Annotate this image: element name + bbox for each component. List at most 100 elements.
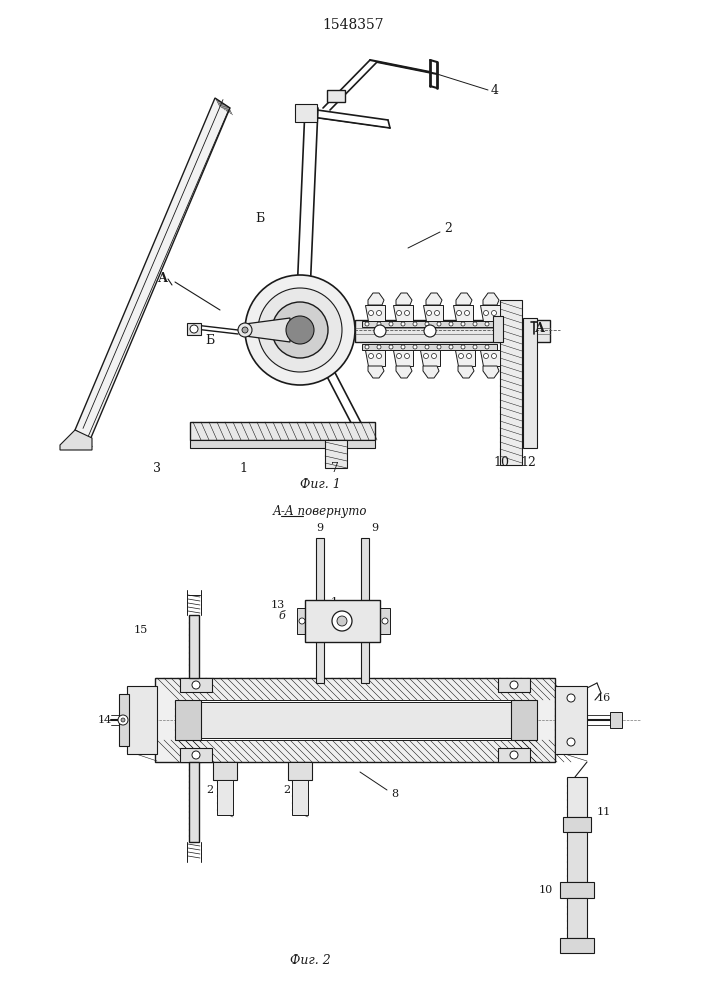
Text: Фиг. 2: Фиг. 2 bbox=[290, 954, 330, 966]
Text: 12: 12 bbox=[520, 456, 536, 470]
Bar bbox=[297, 608, 307, 634]
Text: А: А bbox=[535, 322, 545, 334]
Circle shape bbox=[424, 325, 436, 337]
Bar bbox=[610, 712, 622, 728]
Bar bbox=[567, 777, 587, 817]
Circle shape bbox=[473, 322, 477, 326]
Text: 9: 9 bbox=[371, 523, 378, 533]
Circle shape bbox=[567, 738, 575, 746]
Bar bbox=[380, 608, 390, 634]
Circle shape bbox=[401, 322, 405, 326]
Text: 5: 5 bbox=[320, 607, 327, 617]
Polygon shape bbox=[396, 293, 412, 305]
Bar bbox=[213, 762, 237, 780]
Circle shape bbox=[121, 718, 125, 722]
Text: 15: 15 bbox=[134, 625, 148, 635]
Text: 11: 11 bbox=[597, 807, 612, 817]
Bar bbox=[189, 762, 199, 842]
Circle shape bbox=[374, 325, 386, 337]
Bar bbox=[493, 316, 503, 342]
Polygon shape bbox=[480, 350, 500, 366]
Circle shape bbox=[337, 616, 347, 626]
Text: 9: 9 bbox=[317, 523, 324, 533]
Bar bbox=[511, 700, 537, 740]
Circle shape bbox=[299, 618, 305, 624]
Bar bbox=[498, 748, 530, 762]
Circle shape bbox=[425, 345, 429, 349]
Text: А-А повернуто: А-А повернуто bbox=[273, 506, 367, 518]
Polygon shape bbox=[368, 293, 384, 305]
Circle shape bbox=[242, 327, 248, 333]
Circle shape bbox=[457, 310, 462, 316]
Circle shape bbox=[377, 345, 381, 349]
Circle shape bbox=[431, 354, 436, 359]
Bar bbox=[355, 320, 550, 342]
Bar bbox=[361, 538, 369, 683]
Bar bbox=[288, 762, 312, 780]
Circle shape bbox=[368, 354, 373, 359]
Circle shape bbox=[272, 302, 328, 358]
Text: А: А bbox=[158, 271, 168, 284]
Circle shape bbox=[413, 345, 417, 349]
Circle shape bbox=[435, 310, 440, 316]
Circle shape bbox=[459, 354, 464, 359]
Bar bbox=[217, 780, 233, 815]
Polygon shape bbox=[423, 305, 443, 321]
Circle shape bbox=[461, 345, 465, 349]
Circle shape bbox=[382, 618, 388, 624]
Text: 10: 10 bbox=[493, 456, 509, 470]
Bar bbox=[500, 300, 522, 465]
Circle shape bbox=[245, 275, 355, 385]
Bar bbox=[362, 344, 497, 350]
Circle shape bbox=[377, 354, 382, 359]
Circle shape bbox=[377, 310, 382, 316]
Circle shape bbox=[365, 322, 369, 326]
Circle shape bbox=[437, 345, 441, 349]
Circle shape bbox=[368, 310, 373, 316]
Bar bbox=[177, 702, 533, 738]
Text: 3: 3 bbox=[153, 462, 161, 475]
Polygon shape bbox=[483, 293, 499, 305]
Polygon shape bbox=[480, 305, 500, 321]
Bar bbox=[155, 678, 555, 762]
Bar bbox=[187, 323, 201, 335]
Circle shape bbox=[426, 310, 431, 316]
Polygon shape bbox=[393, 350, 413, 366]
Polygon shape bbox=[455, 350, 475, 366]
Text: 10: 10 bbox=[539, 885, 553, 895]
Circle shape bbox=[286, 316, 314, 344]
Bar bbox=[180, 678, 212, 692]
Bar bbox=[305, 600, 380, 642]
Bar bbox=[175, 700, 201, 740]
Bar bbox=[498, 678, 530, 692]
Circle shape bbox=[467, 354, 472, 359]
Bar bbox=[177, 700, 533, 740]
Circle shape bbox=[238, 323, 252, 337]
Bar bbox=[292, 780, 308, 815]
Bar bbox=[555, 686, 587, 754]
Circle shape bbox=[401, 345, 405, 349]
Circle shape bbox=[464, 310, 469, 316]
Polygon shape bbox=[365, 350, 385, 366]
Bar bbox=[325, 440, 347, 468]
Polygon shape bbox=[458, 366, 474, 378]
Bar bbox=[523, 318, 537, 448]
Text: Фиг. 1: Фиг. 1 bbox=[300, 479, 340, 491]
Circle shape bbox=[389, 322, 393, 326]
Circle shape bbox=[118, 715, 128, 725]
Polygon shape bbox=[420, 350, 440, 366]
Polygon shape bbox=[60, 430, 92, 450]
Circle shape bbox=[473, 345, 477, 349]
Circle shape bbox=[192, 681, 200, 689]
Polygon shape bbox=[368, 366, 384, 378]
Circle shape bbox=[389, 345, 393, 349]
Circle shape bbox=[377, 322, 381, 326]
Circle shape bbox=[437, 322, 441, 326]
Circle shape bbox=[567, 694, 575, 702]
Circle shape bbox=[449, 322, 453, 326]
Polygon shape bbox=[75, 98, 230, 440]
Circle shape bbox=[425, 322, 429, 326]
Circle shape bbox=[484, 310, 489, 316]
Circle shape bbox=[397, 354, 402, 359]
Bar bbox=[567, 898, 587, 938]
